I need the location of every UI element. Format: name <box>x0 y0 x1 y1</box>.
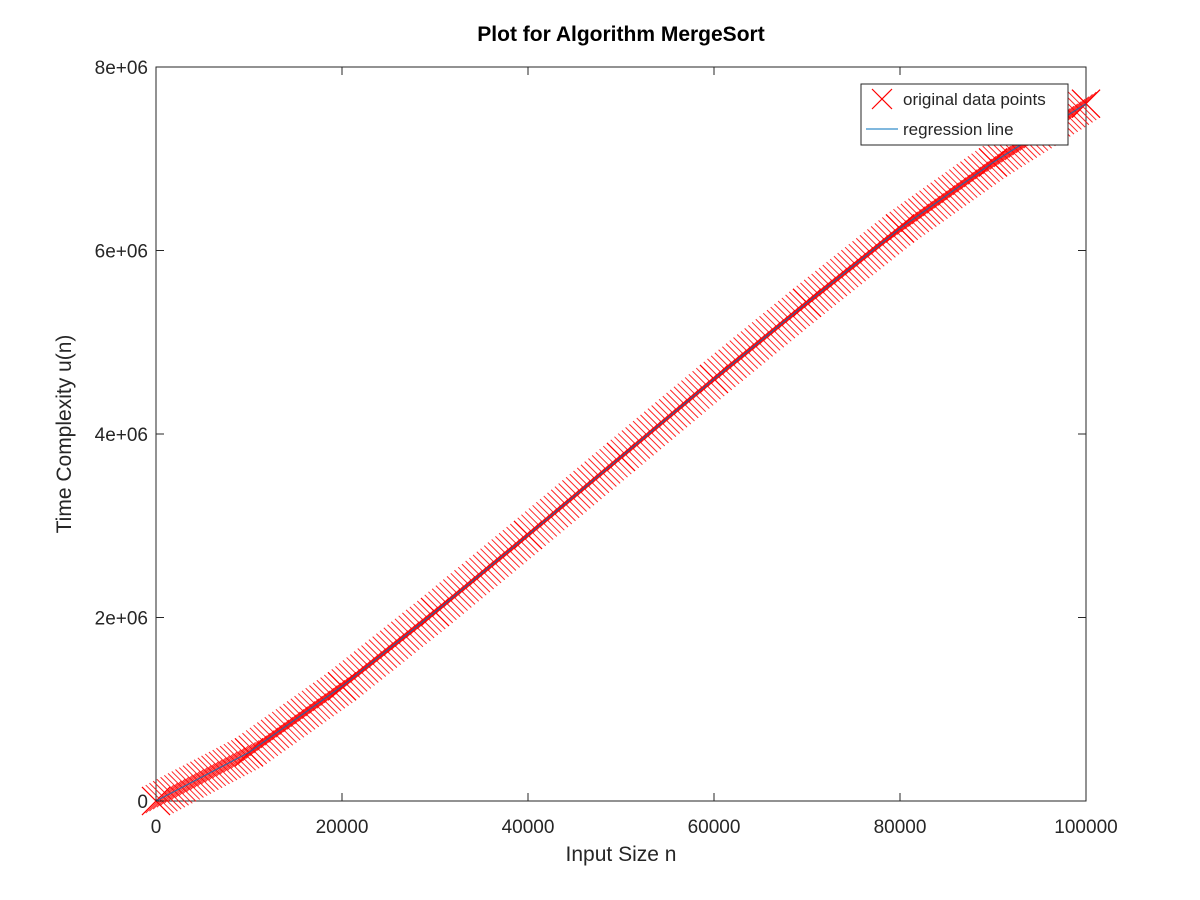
y-axis-label: Time Complexity u(n) <box>53 335 76 534</box>
legend: original data points regression line <box>860 83 1069 146</box>
y-tick-label: 2e+06 <box>95 609 148 630</box>
legend-box <box>860 83 1069 146</box>
x-tick-label: 100000 <box>1054 817 1117 838</box>
x-tick-label: 60000 <box>688 817 741 838</box>
regression-line <box>155 103 1087 802</box>
data-layer <box>141 89 1101 816</box>
y-axis: 0 2e+06 4e+06 6e+06 8e+06 <box>95 58 1086 813</box>
x-axis: 0 20000 40000 60000 80000 100000 <box>151 67 1118 838</box>
legend-label-original-data-points: original data points <box>903 90 1046 109</box>
plot-area <box>155 66 1087 802</box>
y-tick-label: 0 <box>137 792 148 813</box>
x-tick-label: 40000 <box>502 817 555 838</box>
legend-label-regression-line: regression line <box>903 120 1014 139</box>
x-tick-label: 0 <box>151 817 162 838</box>
y-tick-label: 4e+06 <box>95 425 148 446</box>
y-tick-label: 6e+06 <box>95 242 148 263</box>
axes-box <box>155 66 1087 802</box>
x-axis-label: Input Size n <box>566 843 677 866</box>
x-tick-label: 80000 <box>874 817 927 838</box>
chart-title: Plot for Algorithm MergeSort <box>477 23 764 46</box>
y-tick-label: 8e+06 <box>95 58 148 79</box>
x-tick-label: 20000 <box>316 817 369 838</box>
legend-marker-original-data-points <box>871 88 893 110</box>
legend-x-icon <box>871 88 893 110</box>
